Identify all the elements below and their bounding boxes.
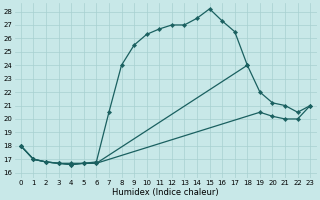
- X-axis label: Humidex (Indice chaleur): Humidex (Indice chaleur): [112, 188, 219, 197]
